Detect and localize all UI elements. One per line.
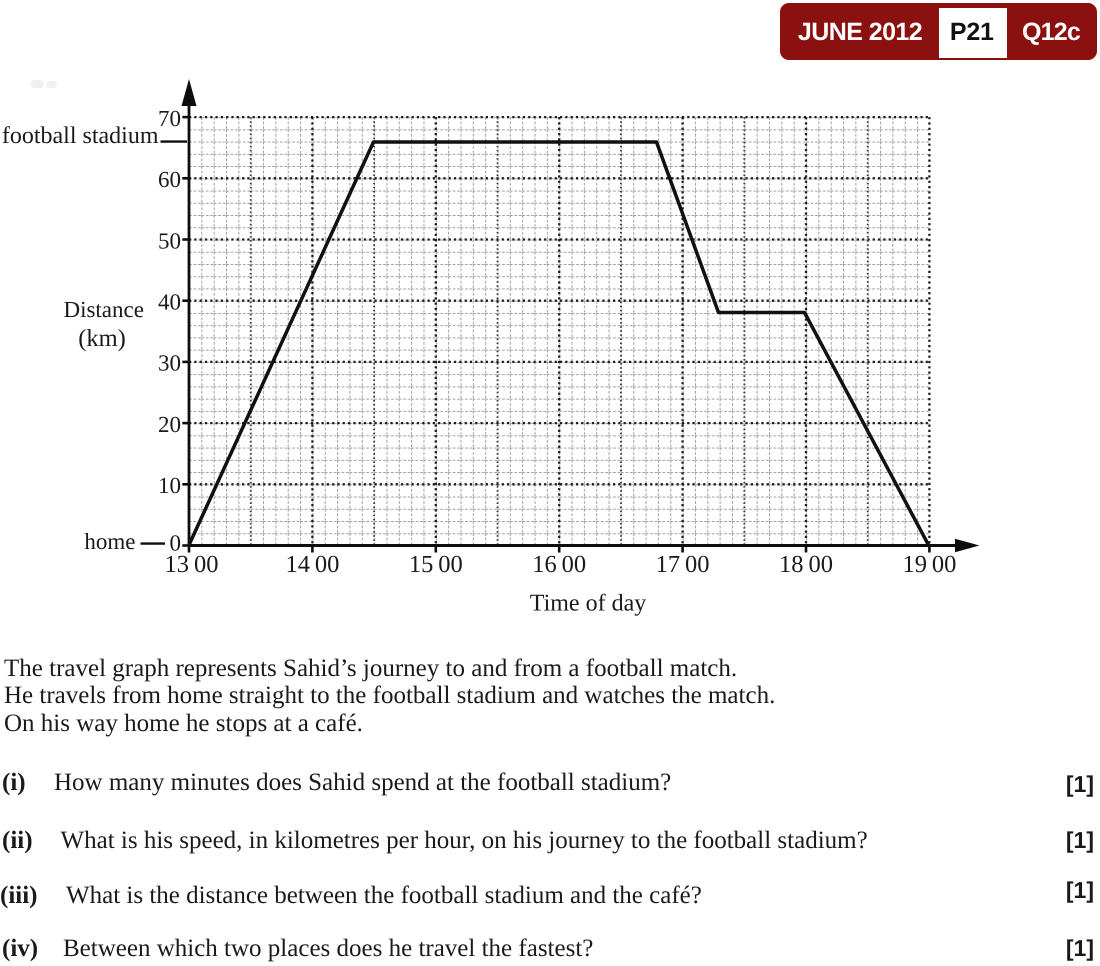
svg-text:18 00: 18 00 — [779, 551, 833, 578]
svg-text:60: 60 — [158, 167, 181, 192]
svg-text:football stadium: football stadium — [2, 123, 159, 149]
svg-text:(km): (km) — [78, 325, 126, 352]
svg-text:30: 30 — [158, 351, 181, 376]
svg-text:Time of day: Time of day — [530, 591, 646, 617]
svg-text:13 00: 13 00 — [165, 551, 219, 578]
svg-text:19 00: 19 00 — [902, 551, 956, 578]
svg-text:20: 20 — [158, 412, 181, 437]
svg-text:40: 40 — [158, 290, 181, 315]
svg-text:Distance: Distance — [63, 297, 143, 322]
svg-text:0: 0 — [170, 531, 182, 556]
svg-text:14 00: 14 00 — [285, 551, 339, 578]
svg-text:70: 70 — [158, 106, 181, 131]
svg-text:home: home — [84, 529, 135, 554]
svg-text:17 00: 17 00 — [656, 551, 710, 578]
svg-text:15 00: 15 00 — [409, 551, 463, 578]
svg-text:50: 50 — [158, 228, 181, 253]
svg-text:16 00: 16 00 — [532, 551, 586, 578]
svg-text:10: 10 — [158, 473, 181, 498]
